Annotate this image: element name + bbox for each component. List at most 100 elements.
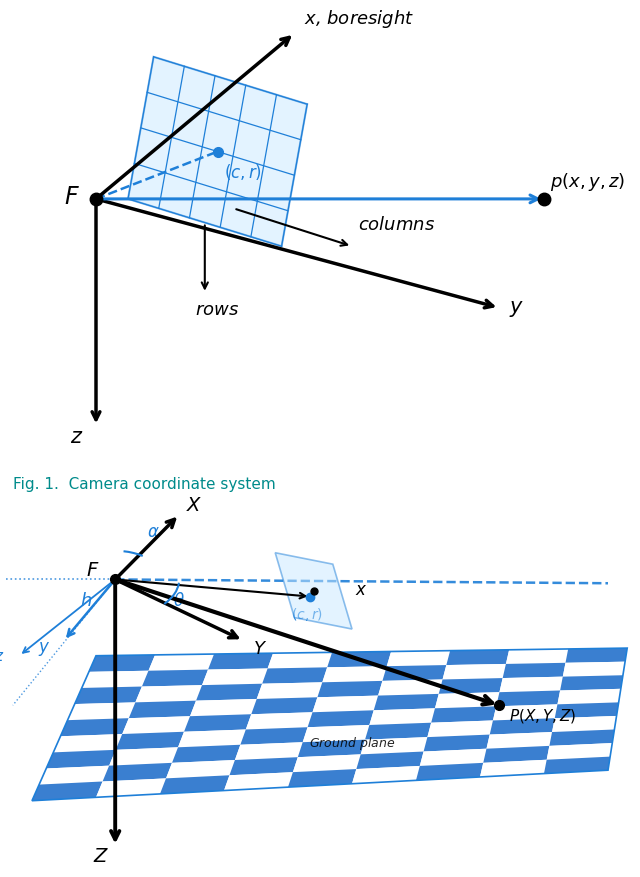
Polygon shape xyxy=(135,685,202,702)
Polygon shape xyxy=(480,759,547,777)
Polygon shape xyxy=(490,718,555,735)
Polygon shape xyxy=(557,688,621,704)
Polygon shape xyxy=(252,697,317,714)
Polygon shape xyxy=(493,704,557,720)
Text: $Z$: $Z$ xyxy=(93,846,109,866)
Polygon shape xyxy=(549,730,614,745)
Polygon shape xyxy=(208,653,273,669)
Polygon shape xyxy=(190,699,257,717)
Polygon shape xyxy=(293,754,361,772)
Text: $Ground\ plane$: $Ground\ plane$ xyxy=(308,735,396,752)
Polygon shape xyxy=(544,757,610,774)
Text: $\theta$: $\theta$ xyxy=(173,592,185,610)
Polygon shape xyxy=(442,664,506,680)
Polygon shape xyxy=(356,752,424,769)
Text: $y$: $y$ xyxy=(38,640,51,658)
Polygon shape xyxy=(483,745,549,763)
Polygon shape xyxy=(60,718,129,737)
Polygon shape xyxy=(68,702,135,720)
Polygon shape xyxy=(109,747,178,766)
Polygon shape xyxy=(122,717,190,734)
Polygon shape xyxy=(560,675,623,690)
Polygon shape xyxy=(184,714,252,731)
Polygon shape xyxy=(89,655,155,672)
Polygon shape xyxy=(257,682,323,699)
Polygon shape xyxy=(303,725,369,742)
Polygon shape xyxy=(496,690,560,706)
Polygon shape xyxy=(128,57,307,246)
Polygon shape xyxy=(160,775,230,794)
Polygon shape xyxy=(547,743,612,759)
Polygon shape xyxy=(116,731,184,750)
Polygon shape xyxy=(241,727,308,745)
Polygon shape xyxy=(129,701,196,718)
Polygon shape xyxy=(563,661,625,677)
Polygon shape xyxy=(446,650,509,665)
Polygon shape xyxy=(196,684,262,701)
Text: $\alpha$: $\alpha$ xyxy=(147,524,160,541)
Text: $X$: $X$ xyxy=(186,496,202,515)
Polygon shape xyxy=(555,702,619,718)
Text: $z$: $z$ xyxy=(70,427,84,446)
Polygon shape xyxy=(352,766,420,784)
Text: $(c,r)$: $(c,r)$ xyxy=(291,607,323,624)
Polygon shape xyxy=(374,694,439,710)
Polygon shape xyxy=(82,671,148,688)
Polygon shape xyxy=(288,769,356,788)
Text: $rows$: $rows$ xyxy=(195,301,239,319)
Polygon shape xyxy=(275,553,352,629)
Polygon shape xyxy=(365,723,431,739)
Text: $Y$: $Y$ xyxy=(253,640,267,658)
Polygon shape xyxy=(327,652,391,667)
Polygon shape xyxy=(102,763,172,781)
Polygon shape xyxy=(552,716,616,732)
Polygon shape xyxy=(53,734,122,752)
Polygon shape xyxy=(499,677,563,692)
Polygon shape xyxy=(486,732,552,749)
Polygon shape xyxy=(420,749,486,766)
Text: Fig. 1.  Camera coordinate system: Fig. 1. Camera coordinate system xyxy=(13,476,276,492)
Polygon shape xyxy=(178,730,246,747)
Polygon shape xyxy=(39,766,109,785)
Polygon shape xyxy=(148,654,214,671)
Text: $z$: $z$ xyxy=(0,650,4,665)
Polygon shape xyxy=(166,760,235,779)
Polygon shape xyxy=(308,710,374,727)
Text: $p(x,y,z)$: $p(x,y,z)$ xyxy=(550,171,625,193)
Polygon shape xyxy=(224,772,293,790)
Polygon shape xyxy=(246,712,312,730)
Text: $(c,r)$: $(c,r)$ xyxy=(224,161,262,182)
Polygon shape xyxy=(32,781,102,801)
Polygon shape xyxy=(431,706,496,723)
Polygon shape xyxy=(439,678,502,694)
Text: $h$: $h$ xyxy=(80,592,92,610)
Polygon shape xyxy=(142,669,208,687)
Text: $x$, boresight: $x$, boresight xyxy=(304,8,414,30)
Polygon shape xyxy=(378,680,442,695)
Polygon shape xyxy=(312,695,378,712)
Polygon shape xyxy=(424,735,490,752)
Polygon shape xyxy=(230,757,298,775)
Polygon shape xyxy=(323,667,387,682)
Polygon shape xyxy=(416,763,483,781)
Polygon shape xyxy=(298,739,365,757)
Polygon shape xyxy=(506,649,568,664)
Polygon shape xyxy=(387,651,450,667)
Polygon shape xyxy=(75,687,142,704)
Text: $columns$: $columns$ xyxy=(358,216,436,233)
Polygon shape xyxy=(96,779,166,797)
Polygon shape xyxy=(435,692,499,709)
Polygon shape xyxy=(383,665,446,681)
Text: $P(X,Y,Z)$: $P(X,Y,Z)$ xyxy=(509,707,577,725)
Polygon shape xyxy=(317,681,383,697)
Polygon shape xyxy=(369,709,435,725)
Polygon shape xyxy=(361,737,428,754)
Polygon shape xyxy=(46,750,116,768)
Polygon shape xyxy=(202,668,268,685)
Polygon shape xyxy=(566,648,627,663)
Polygon shape xyxy=(262,667,327,684)
Polygon shape xyxy=(172,745,241,763)
Text: $F$: $F$ xyxy=(64,184,80,209)
Polygon shape xyxy=(502,663,566,678)
Text: $F$: $F$ xyxy=(86,560,100,580)
